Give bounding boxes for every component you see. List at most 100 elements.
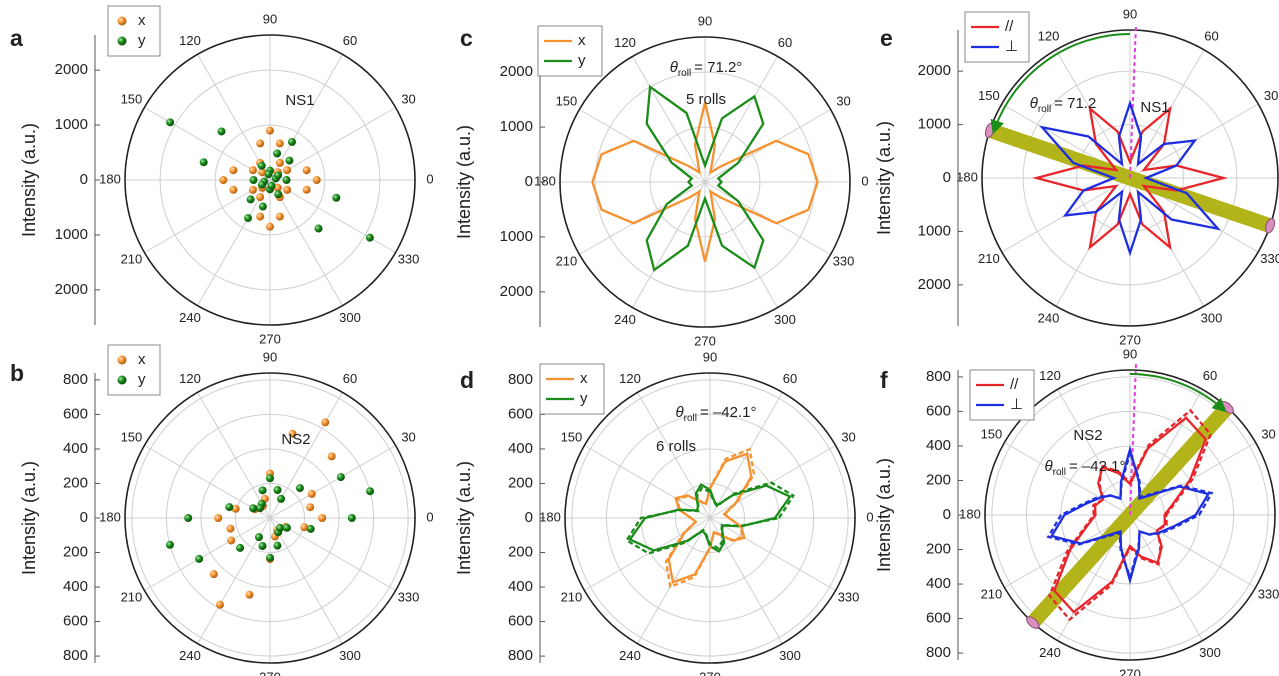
roll-annotation: θroll = –42.1° xyxy=(1045,458,1126,478)
grid-spoke xyxy=(1129,177,1205,307)
angle-label: 60 xyxy=(778,35,792,50)
grid-spoke xyxy=(709,517,836,591)
annotation: NS2 xyxy=(281,431,310,448)
value-label: = 71.2° xyxy=(694,59,742,76)
data-point xyxy=(227,536,236,545)
subscript: roll xyxy=(678,68,691,79)
grid-spoke xyxy=(197,179,271,306)
grid-spoke xyxy=(1129,49,1205,179)
data-point xyxy=(273,485,282,494)
y-axis-title: Intensity (a.u.) xyxy=(454,125,474,239)
legend-label: y xyxy=(580,390,588,407)
panel-letter: b xyxy=(10,360,24,386)
data-point xyxy=(302,185,311,194)
legend-box xyxy=(107,344,161,396)
data-point xyxy=(249,504,258,513)
data-point xyxy=(258,542,267,551)
angle-label: 270 xyxy=(694,333,716,348)
data-point xyxy=(327,452,336,461)
data-point xyxy=(277,494,286,503)
data-point xyxy=(236,543,245,552)
grid-spoke xyxy=(269,517,343,644)
data-point xyxy=(256,193,265,202)
legend-label: // xyxy=(1005,18,1014,35)
angle-label: 300 xyxy=(1199,645,1221,660)
y-tick-label: 1000 xyxy=(500,118,533,135)
y-tick-label: 800 xyxy=(926,368,951,385)
legend-label: y xyxy=(138,32,146,49)
y-tick-label: 200 xyxy=(63,543,88,560)
grid-spoke xyxy=(269,179,396,253)
legend-marker xyxy=(117,375,127,385)
angle-label: 30 xyxy=(1264,88,1278,103)
data-point xyxy=(244,214,253,223)
angle-label: 180 xyxy=(99,171,121,186)
legend-label: ⊥ xyxy=(1005,38,1018,55)
angle-label: 30 xyxy=(836,93,850,108)
grid-spoke xyxy=(269,517,396,591)
angle-label: 0 xyxy=(861,173,868,188)
angle-label: 30 xyxy=(841,429,855,444)
grid-spoke xyxy=(269,179,343,306)
angle-label: 270 xyxy=(1119,332,1141,347)
angle-label: 60 xyxy=(1204,28,1218,43)
data-point xyxy=(300,523,309,532)
data-point xyxy=(264,170,273,179)
data-point xyxy=(314,224,323,233)
y-axis-title: Intensity (a.u.) xyxy=(874,458,894,572)
angle-label: 210 xyxy=(561,589,583,604)
data-point xyxy=(332,193,341,202)
y-tick-label: 1000 xyxy=(918,222,951,239)
roll-arrow xyxy=(1129,373,1227,413)
data-point xyxy=(312,176,321,184)
data-point xyxy=(273,183,282,192)
rod-end xyxy=(1026,616,1040,629)
angle-label: 300 xyxy=(1201,311,1223,326)
subscript: roll xyxy=(1038,104,1051,115)
y-tick-label: 0 xyxy=(943,506,951,523)
data-point xyxy=(283,185,292,194)
data-point xyxy=(257,161,266,170)
data-point xyxy=(256,139,265,148)
angle-label: 240 xyxy=(179,648,201,663)
annotation: NS2 xyxy=(1073,427,1102,444)
data-point xyxy=(249,176,258,184)
symbol: θ xyxy=(1045,458,1053,475)
legend-label: x xyxy=(580,370,588,387)
angle-label: 240 xyxy=(1039,645,1061,660)
data-line xyxy=(1038,99,1222,257)
grid-spoke xyxy=(584,517,711,591)
grid-spoke xyxy=(144,445,271,519)
angle-label: 30 xyxy=(401,91,415,106)
data-point xyxy=(214,514,223,522)
polar-frame xyxy=(124,372,416,664)
panel-letter: c xyxy=(460,25,473,51)
value-label: = –42.1° xyxy=(1069,458,1125,475)
angle-label: 0 xyxy=(426,509,433,524)
data-point xyxy=(165,540,174,549)
data-point xyxy=(295,484,304,493)
angle-label: 60 xyxy=(343,371,357,386)
angle-label: 60 xyxy=(1203,368,1217,383)
grid-spoke xyxy=(1129,514,1256,588)
angle-label: 330 xyxy=(1260,251,1279,266)
legend-label: y xyxy=(578,52,586,69)
legend-box xyxy=(537,25,603,77)
y-tick-label: 800 xyxy=(926,644,951,661)
y-tick-label: 800 xyxy=(63,647,88,664)
angle-label: 90 xyxy=(263,11,277,26)
legend-marker xyxy=(117,355,127,365)
y-tick-label: 400 xyxy=(926,575,951,592)
y-tick-label: 0 xyxy=(525,173,533,190)
polar-frame xyxy=(564,372,856,664)
angle-label: 150 xyxy=(561,429,583,444)
angle-label: 210 xyxy=(556,253,578,268)
y-tick-label: 600 xyxy=(63,613,88,630)
legend-label: x xyxy=(578,32,586,49)
y-tick-label: 600 xyxy=(508,613,533,630)
data-point xyxy=(258,486,267,495)
polar-frame xyxy=(981,29,1279,327)
data-point xyxy=(318,514,327,522)
data-point xyxy=(255,503,264,512)
data-point xyxy=(306,524,315,533)
